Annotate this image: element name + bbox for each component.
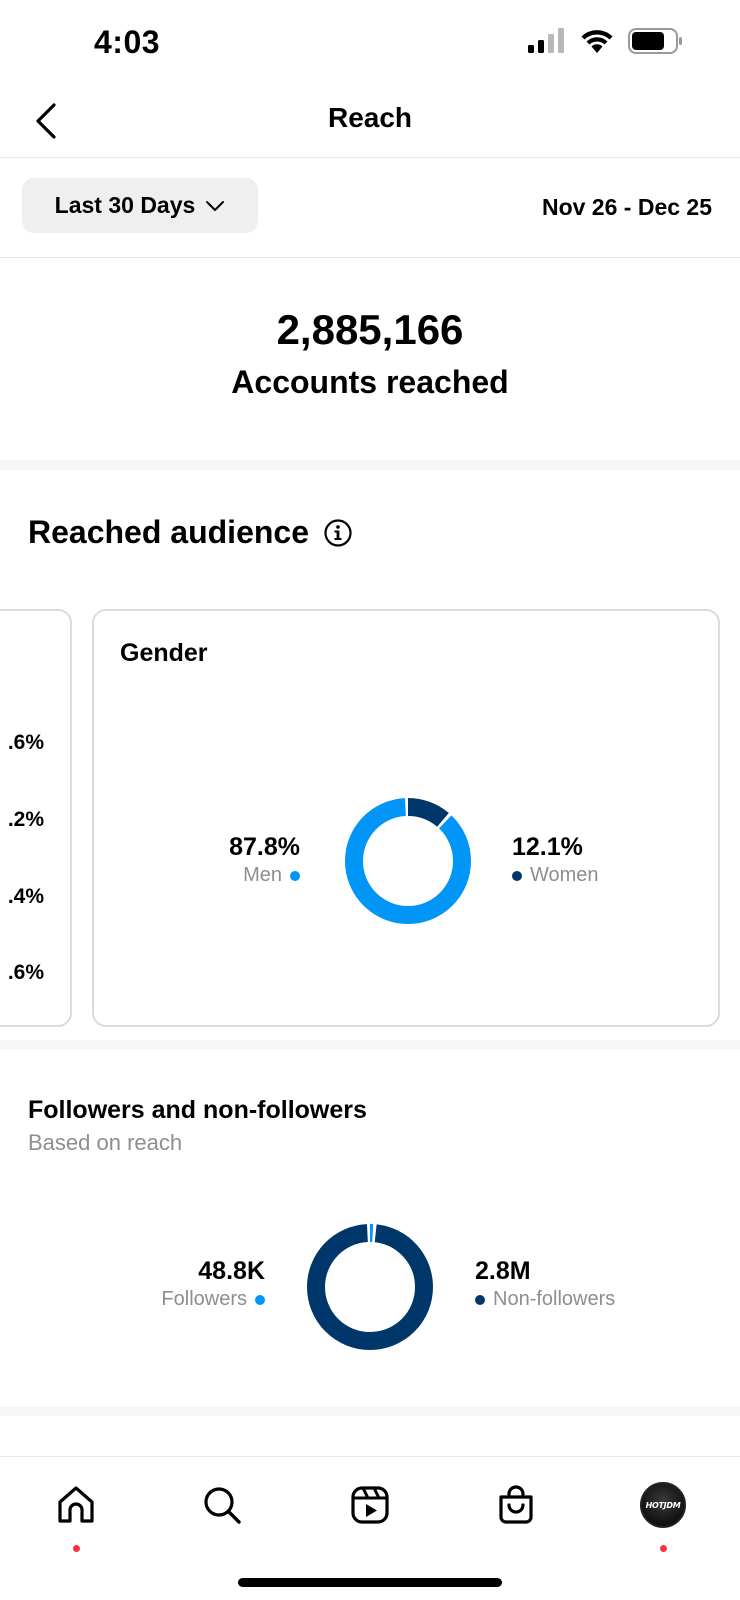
nav-profile[interactable]: HOTJDM	[633, 1475, 693, 1552]
followers-stat: 48.8K Followers	[161, 1257, 265, 1311]
nav-search[interactable]	[192, 1475, 252, 1535]
followers-legend: Followers	[161, 1288, 265, 1311]
men-legend-dot	[290, 870, 300, 881]
nav-home[interactable]	[46, 1475, 106, 1552]
date-range-dropdown[interactable]: Last 30 Days	[22, 178, 258, 233]
wifi-icon	[581, 30, 613, 53]
women-legend-dot	[512, 870, 522, 881]
followers-section-subtitle: Based on reach	[28, 1130, 183, 1155]
followers-donut-segment	[307, 1224, 433, 1350]
date-range-text: Nov 26 - Dec 25	[541, 194, 712, 220]
home-icon	[58, 1486, 94, 1523]
age-range-card-partial[interactable]: .6% .2% .4% .6%	[0, 609, 72, 1027]
followers-value: 48.8K	[198, 1257, 265, 1285]
search-icon	[204, 1487, 241, 1524]
reached-audience-title-text: Reached audience	[28, 514, 309, 550]
non-followers-stat: 2.8M Non-followers	[475, 1257, 615, 1311]
profile-notification-dot	[660, 1545, 667, 1552]
status-bar: 4:03	[0, 0, 740, 90]
nav-reels[interactable]	[340, 1475, 400, 1535]
status-icons	[528, 28, 684, 54]
shop-icon	[499, 1485, 533, 1524]
status-time: 4:03	[94, 24, 161, 60]
followers-label: Followers	[161, 1288, 247, 1310]
age-range-value: .2%	[7, 808, 44, 831]
signal-icon	[528, 28, 564, 53]
gender-donut-chart	[345, 798, 471, 924]
date-range-dropdown-label: Last 30 Days	[54, 192, 196, 218]
home-indicator	[238, 1578, 502, 1587]
gender-card-title: Gender	[120, 639, 208, 667]
women-legend: Women	[512, 864, 599, 887]
info-icon[interactable]	[323, 518, 353, 548]
non-followers-label: Non-followers	[493, 1288, 616, 1310]
battery-icon	[628, 28, 682, 54]
age-range-value: .4%	[7, 885, 44, 908]
men-legend: Men	[229, 864, 300, 887]
reels-icon	[351, 1486, 389, 1524]
gender-card[interactable]: Gender 87.8% Men 12.1% Women	[92, 609, 720, 1027]
bottom-nav: HOTJDM	[0, 1456, 740, 1600]
back-button[interactable]	[26, 98, 66, 144]
chevron-down-icon	[206, 200, 225, 211]
section-divider	[0, 1406, 740, 1416]
section-divider	[0, 460, 740, 470]
avatar: HOTJDM	[640, 1482, 686, 1528]
men-donut-segment	[345, 798, 471, 924]
men-stat: 87.8% Men	[229, 833, 300, 887]
women-label: Women	[530, 864, 599, 886]
women-donut-segment	[345, 798, 471, 924]
header: Reach	[0, 90, 740, 158]
nav-shop[interactable]	[486, 1475, 546, 1535]
age-range-value: .6%	[7, 961, 44, 984]
reached-audience-title: Reached audience	[28, 514, 353, 551]
section-divider	[0, 1040, 740, 1050]
accounts-reached-count: 2,885,166	[276, 306, 464, 353]
men-label: Men	[243, 864, 282, 886]
filter-row: Last 30 Days Nov 26 - Dec 25	[0, 158, 740, 258]
avatar-logo-text: HOTJDM	[645, 1500, 681, 1510]
page-title: Reach	[327, 102, 413, 133]
home-notification-dot	[73, 1545, 80, 1552]
women-stat: 12.1% Women	[512, 833, 599, 887]
age-range-value: .6%	[7, 731, 44, 754]
men-percentage: 87.8%	[229, 833, 300, 861]
followers-legend-dot	[255, 1294, 265, 1305]
non-followers-value: 2.8M	[475, 1257, 531, 1285]
women-percentage: 12.1%	[512, 833, 583, 861]
non-followers-donut-segment	[307, 1224, 433, 1350]
followers-section-title: Followers and non-followers	[28, 1096, 367, 1124]
reach-summary: 2,885,166 Accounts reached	[0, 258, 740, 460]
accounts-reached-label: Accounts reached	[231, 364, 509, 400]
non-followers-legend-dot	[475, 1294, 485, 1305]
back-chevron-icon	[36, 103, 56, 139]
non-followers-legend: Non-followers	[475, 1288, 615, 1311]
followers-donut-chart	[307, 1224, 433, 1350]
